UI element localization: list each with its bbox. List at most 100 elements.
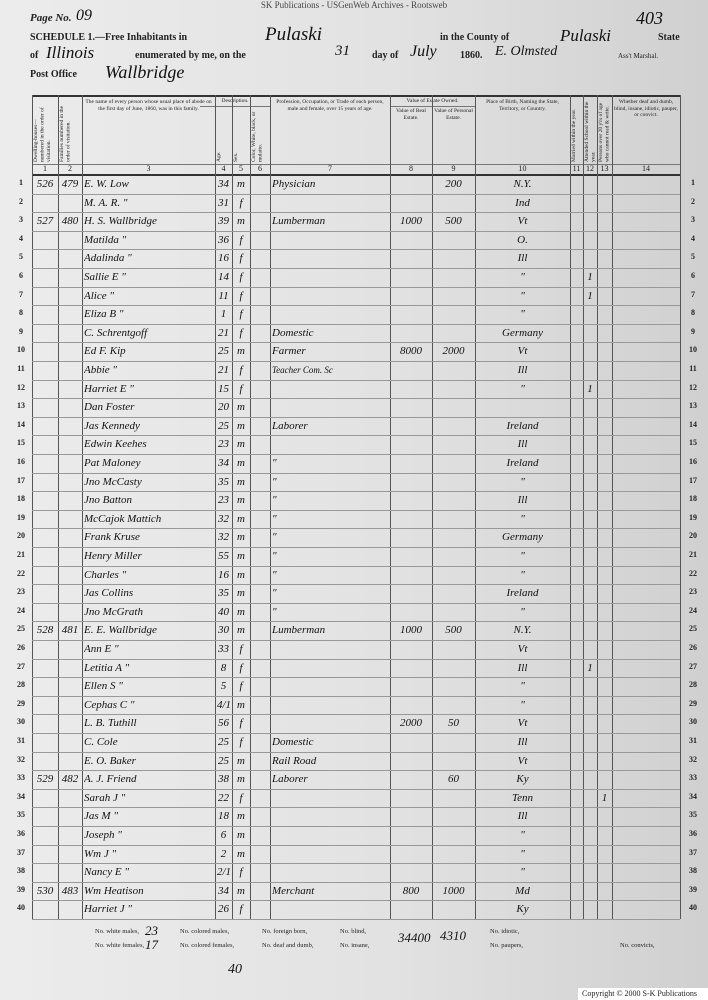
entry: ": [520, 605, 525, 618]
column-rule: [215, 95, 216, 919]
marshal: E. Olmsted: [495, 44, 558, 59]
of-label: of: [30, 50, 39, 61]
line-number: 38: [17, 866, 25, 876]
column-heading: Age.: [216, 151, 222, 162]
entry: 36: [218, 233, 229, 246]
column-heading: Dwelling-houses—numbered in the order of…: [33, 107, 52, 162]
line-number: 19: [17, 512, 25, 522]
entry: Frank Kruse: [84, 531, 140, 544]
footer-label: No. colored females,: [180, 942, 235, 949]
entry: Abbie ": [84, 364, 118, 376]
row-rule: [32, 863, 680, 865]
township: Pulaski: [265, 24, 322, 45]
entry: 481: [61, 624, 79, 637]
entry: m: [237, 624, 245, 637]
entry: 2/12: [217, 866, 230, 879]
column-number: 8: [409, 164, 413, 173]
entry: 56: [218, 717, 229, 730]
persons-total: 40: [228, 962, 242, 977]
entry: f: [239, 364, 243, 376]
group-heading: Description.: [221, 98, 249, 104]
entry: E. O. Baker: [84, 754, 136, 767]
row-rule: [32, 621, 680, 623]
entry: m: [237, 773, 245, 786]
column-heading: The name of every person whose usual pla…: [85, 99, 212, 112]
row-rule: [32, 416, 680, 418]
entry: m: [237, 475, 245, 488]
entry: ": [520, 568, 525, 581]
line-number: 9: [19, 326, 23, 336]
row-rule: [32, 398, 680, 400]
row-rule: [32, 323, 680, 325]
entry: m: [237, 884, 245, 897]
line-number: 23: [689, 587, 697, 597]
copyright: Copyright © 2000 S-K Publications: [582, 989, 697, 998]
line-number: 36: [689, 829, 697, 838]
line-number: 3: [19, 215, 23, 225]
entry: Teacher Com. Sc: [272, 365, 333, 375]
entry: f: [239, 382, 243, 395]
entry: 40: [218, 605, 229, 618]
column-heading: Value of Personal Estate.: [434, 108, 473, 121]
entry: Charles ": [84, 568, 127, 581]
entry: Vt: [517, 215, 528, 228]
entry: 31: [218, 196, 229, 209]
entry: L. B. Tuthill: [84, 717, 137, 730]
line-number: 25: [17, 624, 25, 634]
line-number: 6: [691, 271, 695, 280]
line-number: 10: [17, 345, 25, 355]
footer-value: 23: [145, 923, 158, 938]
entry: f: [239, 196, 243, 209]
line-number: 5: [691, 252, 695, 262]
entry: Joseph ": [84, 829, 122, 841]
line-number: 27: [689, 661, 697, 671]
entry: f: [239, 271, 243, 283]
line-number: 27: [17, 661, 25, 671]
row-rule: [32, 807, 680, 809]
entry: Ireland: [506, 419, 539, 432]
line-number: 31: [17, 736, 25, 745]
entry: Vt: [517, 754, 528, 767]
entry: ": [520, 847, 525, 860]
entry: m: [237, 605, 245, 618]
entry: f: [239, 289, 243, 302]
column-rule: [597, 95, 598, 919]
entry: Matilda ": [84, 233, 127, 246]
entry: 60: [448, 773, 459, 786]
row-rule: [32, 472, 680, 474]
entry: m: [237, 531, 245, 544]
line-number: 16: [689, 457, 697, 466]
entry: 526: [36, 178, 54, 190]
entry: Laborer: [272, 773, 308, 786]
entry: Jas Kennedy: [84, 419, 140, 432]
line-number: 28: [689, 680, 697, 690]
rule: [200, 106, 270, 107]
entry: Vt: [517, 345, 528, 358]
entry: Ill: [517, 494, 528, 507]
entry: Jas M ": [84, 810, 118, 823]
row-rule: [32, 286, 680, 288]
entry: Ky: [516, 773, 529, 786]
entry: 8000: [400, 345, 422, 358]
entry: 2000: [400, 717, 422, 730]
entry: E. W. Low: [84, 178, 129, 190]
line-number: 1: [19, 178, 23, 187]
line-number: 22: [17, 568, 25, 578]
entry: 500: [445, 624, 462, 637]
column-heading: Married within the year.: [571, 108, 577, 162]
entry: Physician: [272, 178, 316, 190]
entry: Ireland: [506, 587, 539, 600]
entry: ": [520, 382, 525, 395]
entry: O.: [517, 233, 528, 246]
footer-label: No. convicts,: [620, 942, 655, 949]
entry: C. Schrentgoff: [84, 326, 148, 339]
entry: ": [520, 289, 525, 302]
entry: m: [237, 847, 245, 860]
entry: 1000: [400, 215, 422, 228]
entry: 6: [220, 829, 227, 841]
entry: 35: [218, 587, 229, 600]
row-rule: [32, 509, 680, 511]
entry: Ed F. Kip: [84, 345, 126, 358]
row-rule: [32, 844, 680, 846]
line-number: 1: [691, 178, 695, 187]
